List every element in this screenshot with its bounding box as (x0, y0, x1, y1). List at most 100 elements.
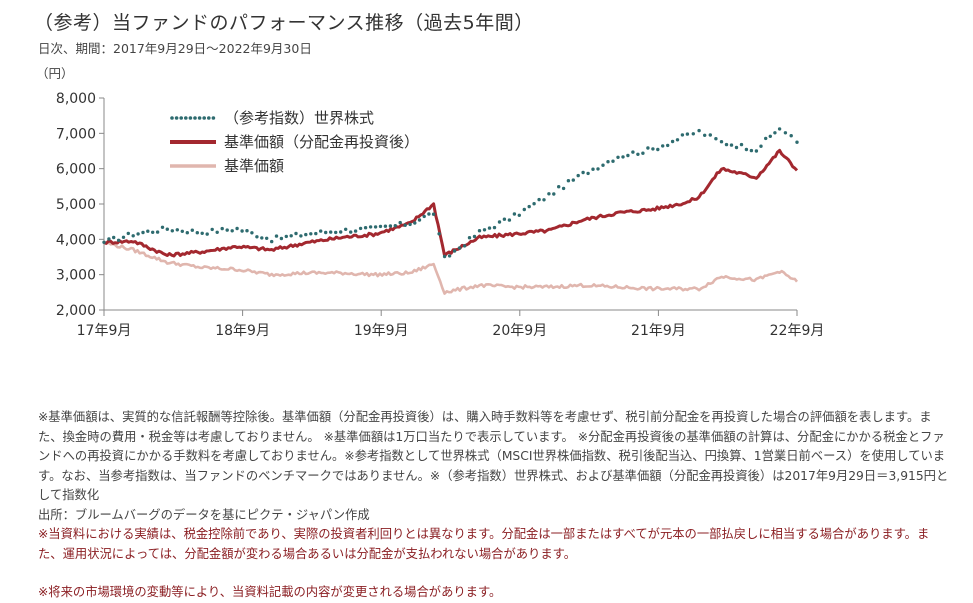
index-point (245, 229, 249, 233)
index-point (339, 230, 343, 234)
legend-dot (170, 116, 174, 120)
index-point (304, 232, 308, 237)
index-point (641, 151, 645, 155)
legend-dot (193, 116, 197, 120)
index-point (467, 236, 472, 240)
legend-label: 基準価額 (224, 157, 284, 175)
index-point (734, 145, 739, 150)
index-point (417, 218, 422, 222)
index-point (507, 218, 512, 222)
index-point (581, 170, 585, 175)
index-point (299, 234, 303, 238)
index-point (413, 221, 417, 225)
index-point (146, 229, 150, 233)
index-point (284, 234, 288, 239)
index-point (462, 244, 467, 248)
index-point (502, 217, 507, 221)
index-point (442, 254, 447, 259)
y-tick-label: 4,000 (56, 232, 96, 248)
index-point (666, 143, 670, 148)
x-tick-label: 22年9月 (770, 323, 825, 339)
index-point (408, 222, 412, 227)
index-point (754, 149, 759, 153)
chart-period: 日次、期間：2017年9月29日～2022年9月30日 (38, 41, 312, 56)
index-point (497, 220, 502, 224)
index-point (537, 197, 541, 202)
index-point (631, 150, 635, 154)
index-point (759, 144, 763, 148)
index-point (773, 131, 777, 135)
index-point (691, 132, 695, 136)
index-point (547, 192, 551, 196)
index-point (200, 231, 204, 235)
index-point (225, 228, 229, 232)
index-point (646, 146, 650, 150)
index-point (487, 226, 492, 230)
legend-label: （参考指数）世界株式 (224, 109, 374, 127)
index-point (621, 155, 625, 159)
index-point (527, 204, 531, 209)
index-point (427, 212, 431, 216)
index-point (319, 229, 323, 233)
index-point (697, 128, 701, 133)
footnotes: ※基準価額は、実質的な信託報酬等控除後。基準価額（分配金再投資後）は、購入時手数… (38, 408, 953, 603)
index-point (155, 230, 160, 234)
index-point (190, 228, 194, 232)
index-point (783, 131, 788, 135)
index-point (121, 235, 126, 239)
index-point (512, 212, 517, 216)
index-point (744, 147, 749, 152)
index-point (102, 240, 106, 244)
index-point (240, 229, 244, 233)
index-point (363, 226, 368, 230)
index-point (314, 231, 318, 236)
index-point (685, 132, 690, 136)
index-point (160, 225, 165, 229)
legend-dot (202, 116, 206, 120)
index-point (422, 214, 426, 219)
index-point (719, 140, 724, 144)
index-point (235, 226, 239, 231)
index-point (680, 133, 685, 137)
index-point (552, 192, 556, 196)
index-point (576, 173, 580, 178)
index-point (777, 127, 782, 131)
index-point (616, 155, 620, 159)
index-point (165, 227, 169, 231)
index-point (329, 230, 333, 234)
index-point (768, 134, 772, 138)
index-point (542, 198, 546, 202)
index-point (591, 167, 595, 171)
index-point (739, 142, 744, 147)
index-point (596, 167, 600, 171)
index-point (636, 152, 640, 156)
index-point (703, 133, 707, 137)
y-tick-label: 6,000 (56, 162, 96, 178)
index-point (349, 230, 353, 234)
index-point (274, 234, 279, 238)
index-point (522, 207, 526, 212)
y-tick-label: 7,000 (56, 126, 96, 142)
index-point (344, 227, 348, 231)
index-point (279, 236, 284, 241)
index-point (661, 144, 665, 148)
index-point (170, 229, 174, 233)
index-point (210, 227, 214, 232)
index-point (383, 224, 388, 228)
index-point (403, 223, 407, 227)
index-point (571, 178, 575, 182)
index-point (185, 231, 189, 235)
index-point (566, 179, 571, 183)
footnote-source: 出所：ブルームバーグのデータを基にピクテ・ジャパン作成 (38, 507, 370, 522)
y-tick-label: 8,000 (56, 91, 96, 107)
legend-dot (207, 116, 211, 120)
index-point (107, 237, 111, 241)
index-point (205, 232, 209, 236)
index-point (334, 230, 338, 235)
y-tick-label: 2,000 (56, 303, 96, 319)
index-point (670, 139, 675, 144)
index-point (532, 202, 536, 206)
index-point (131, 234, 135, 238)
page-title: （参考）当ファンドのパフォーマンス推移（過去5年間） (34, 12, 534, 34)
